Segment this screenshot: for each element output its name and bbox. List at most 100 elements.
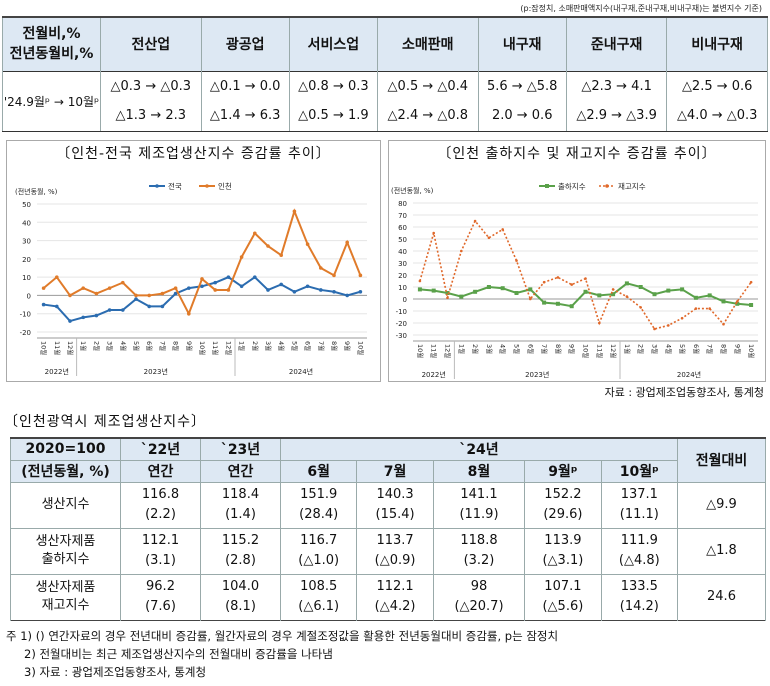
month-header: 8월 [432,459,526,483]
summary-header-col: 준내구재 [565,17,668,71]
legend-label: 인천 [218,181,232,191]
change-rate: (7.6) [145,599,176,614]
data-point [239,255,244,259]
value-cell: 113.7 (△0.9) [356,527,434,574]
data-point [583,289,588,294]
data-point [542,300,547,305]
data-point [266,288,270,292]
index-value: 112.1 [376,579,414,594]
x-tick-label: 1월 [457,344,466,354]
data-point [200,284,204,289]
data-point [432,231,435,235]
data-point [332,289,336,294]
x-tick-label: 6월 [145,341,154,351]
x-tick-label: 3월 [651,344,660,354]
value-cell: 137.1 (11.1) [600,481,679,528]
change-rate: (11.9) [459,507,499,522]
y-tick-label: 0 [403,296,407,304]
data-point [528,287,533,292]
x-tick-label: 8월 [330,341,339,351]
mom-header: 전월대비 [677,437,766,483]
x-tick-label: 8월 [554,344,563,354]
summary-cell: △2.4 → △0.8 [377,101,479,132]
data-point [680,316,684,320]
x-tick-label: 1월 [623,344,632,354]
change-rate: (△5.6) [542,599,584,614]
data-point [446,296,449,300]
summary-cell: △1.4 → 6.3 [200,101,290,132]
index-value: 133.5 [620,579,658,594]
data-point [570,283,573,286]
change-rate: (29.6) [543,507,583,522]
chart1-panel: 〔인천-전국 제조업생산지수 증감률 추이〕 (전년동월, %) -20 -10 0 1… [6,140,381,382]
value-cell: 98 (△20.7) [432,573,526,620]
x-tick-label: 5월 [132,341,141,351]
index-table: 2020=100 `22년 `23년 `24년 전월대비 (전년동월, %) 연… [10,437,766,621]
data-point [417,287,422,292]
legend-marker [155,184,159,188]
data-point [598,321,601,325]
index-value: 141.1 [460,487,498,502]
change-rate: (△4.8) [618,553,660,568]
index-value: 107.1 [544,579,582,594]
change-rate: (△20.7) [454,599,504,614]
x-tick-label: 1월 [238,341,247,351]
summary-cell: △0.1 → 0.0 [200,70,290,101]
data-point [279,282,284,287]
x-tick-label: 2월 [92,341,101,351]
value-cell: 118.8 (3.2) [432,527,526,574]
data-point [555,301,560,306]
y-tick-label: 80 [398,200,407,208]
x-tick-label: 4월 [499,344,508,354]
data-point [292,289,297,294]
data-point [358,289,363,294]
table-row: 생산자제품 출하지수 112.1 (3.1) 115.2 (2.8) 116.7 (△1.0… [10,527,766,574]
chart1-svg: (전년동월, %) -20 -10 0 10 20 30 40 50 10월 11월 12월 1월 2월 3… [15,181,367,376]
year23-header: `23년 [200,437,281,461]
data-point [473,289,478,294]
row-label: 생산지수 [10,481,121,528]
year-label: 2023년 [144,367,168,376]
summary-cell: △0.5 → △0.4 [377,70,479,101]
data-point [332,273,336,278]
x-tick-label: 9월 [733,344,742,354]
data-point [597,293,602,298]
value-cell: 152.2 (29.6) [524,481,602,528]
value-cell: 140.3 (15.4) [356,481,434,528]
index-value: 104.0 [221,579,260,594]
value-cell: 116.8 (2.2) [120,481,201,528]
section-title: 〔인천광역시 제조업생산지수〕 [4,414,207,430]
data-point [515,259,518,262]
legend-marker [545,184,549,188]
data-point [722,322,725,326]
data-point [611,288,615,291]
summary-header-col: 서비스업 [288,17,379,71]
table-row: 생산자제품 재고지수 96.2 (7.6) 104.0 (8.1) 108.5 (△6.1)… [10,573,766,620]
summary-header-col: 소매판매 [377,17,479,71]
year24-header: `24년 [280,437,678,461]
period-label: '24.9월ᵖ → 10월ᵖ [2,70,101,132]
x-tick-label: 2월 [471,344,480,354]
value-cell: 96.2 (7.6) [120,573,201,620]
data-point [514,291,519,295]
x-tick-label: 8월 [720,344,729,354]
change-rate: (△6.1) [298,599,340,614]
data-point [653,327,656,331]
index-value: 96.2 [146,579,175,594]
data-point [345,293,350,298]
x-tick-label: 1월 [79,341,88,351]
x-tick-label: 7월 [540,344,549,354]
change-rate: (14.2) [619,599,659,614]
index-header-row-1: 2020=100 `22년 `23년 `24년 전월대비 [10,437,766,483]
x-tick-label: 5월 [513,344,522,354]
summary-header-row: 전월비,% 전년동월비,% 전산업 광공업 서비스업 소매판매 내구재 준내구재… [2,17,768,71]
summary-cell: △0.8 → 0.3 [288,70,379,101]
data-point [358,273,363,278]
summary-cell: △2.9 → △3.9 [565,101,668,132]
data-point [305,242,310,247]
data-point [459,294,464,299]
footnote: 2) 전월대비는 최근 제조업생산지수의 전월대비 증감률을 나타냄 [24,647,333,661]
index-value: 137.1 [620,487,658,502]
index-value: 115.2 [221,533,260,548]
data-point [749,303,754,307]
